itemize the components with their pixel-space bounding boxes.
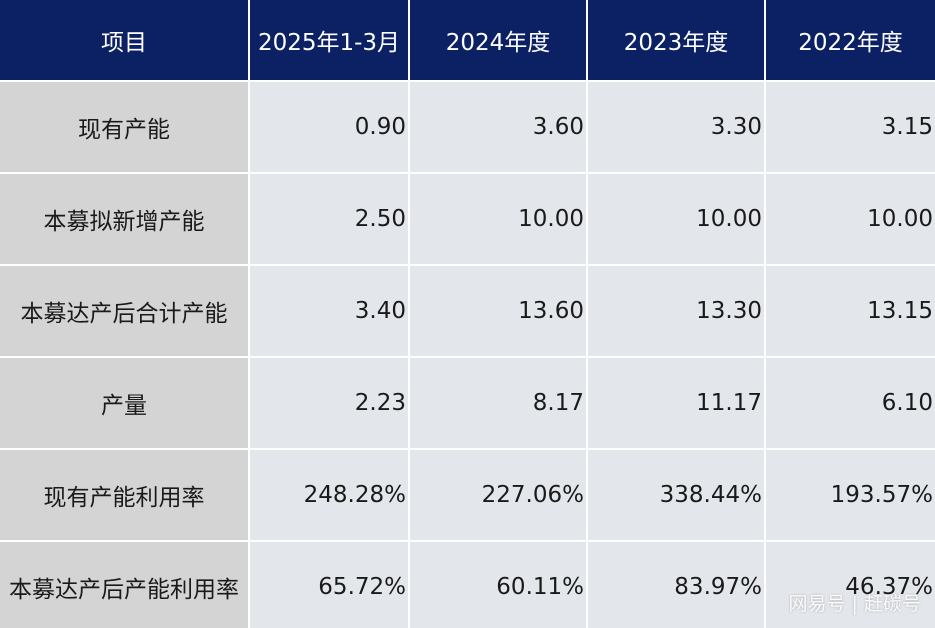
row-label: 本募达产后产能利用率 — [0, 541, 250, 628]
table-cell: 83.97% — [587, 541, 766, 628]
row-label: 现有产能利用率 — [0, 449, 250, 542]
table-cell: 8.17 — [409, 357, 588, 450]
row-label: 本募拟新增产能 — [0, 173, 250, 266]
header-2023: 2023年度 — [587, 0, 766, 82]
table-cell: 3.15 — [765, 81, 935, 174]
table-row: 本募拟新增产能 2.50 10.00 10.00 10.00 — [0, 173, 935, 266]
header-item: 项目 — [0, 0, 250, 82]
header-row: 项目 2025年1-3月 2024年度 2023年度 2022年度 — [0, 0, 935, 82]
table-cell: 10.00 — [409, 173, 588, 266]
table-cell: 13.60 — [409, 265, 588, 358]
table-cell: 13.15 — [765, 265, 935, 358]
table-row: 本募达产后合计产能 3.40 13.60 13.30 13.15 — [0, 265, 935, 358]
table-cell: 3.60 — [409, 81, 588, 174]
table-cell: 0.90 — [249, 81, 410, 174]
table-cell: 2.50 — [249, 173, 410, 266]
table-cell: 248.28% — [249, 449, 410, 542]
row-label: 现有产能 — [0, 81, 250, 174]
table-cell: 46.37% — [765, 541, 935, 628]
header-2022: 2022年度 — [765, 0, 935, 82]
header-2024: 2024年度 — [409, 0, 588, 82]
table-cell: 3.40 — [249, 265, 410, 358]
table-cell: 3.30 — [587, 81, 766, 174]
table-cell: 227.06% — [409, 449, 588, 542]
table-cell: 6.10 — [765, 357, 935, 450]
table-cell: 10.00 — [765, 173, 935, 266]
row-label: 本募达产后合计产能 — [0, 265, 250, 358]
header-2025q1: 2025年1-3月 — [249, 0, 410, 82]
table-row: 现有产能 0.90 3.60 3.30 3.15 — [0, 81, 935, 174]
table-cell: 2.23 — [249, 357, 410, 450]
table-row: 现有产能利用率 248.28% 227.06% 338.44% 193.57% — [0, 449, 935, 542]
table-cell: 193.57% — [765, 449, 935, 542]
table-row: 产量 2.23 8.17 11.17 6.10 — [0, 357, 935, 450]
table-cell: 13.30 — [587, 265, 766, 358]
table-cell: 60.11% — [409, 541, 588, 628]
table-cell: 11.17 — [587, 357, 766, 450]
table-cell: 65.72% — [249, 541, 410, 628]
table-row: 本募达产后产能利用率 65.72% 60.11% 83.97% 46.37% — [0, 541, 935, 628]
table-cell: 338.44% — [587, 449, 766, 542]
row-label: 产量 — [0, 357, 250, 450]
table-cell: 10.00 — [587, 173, 766, 266]
